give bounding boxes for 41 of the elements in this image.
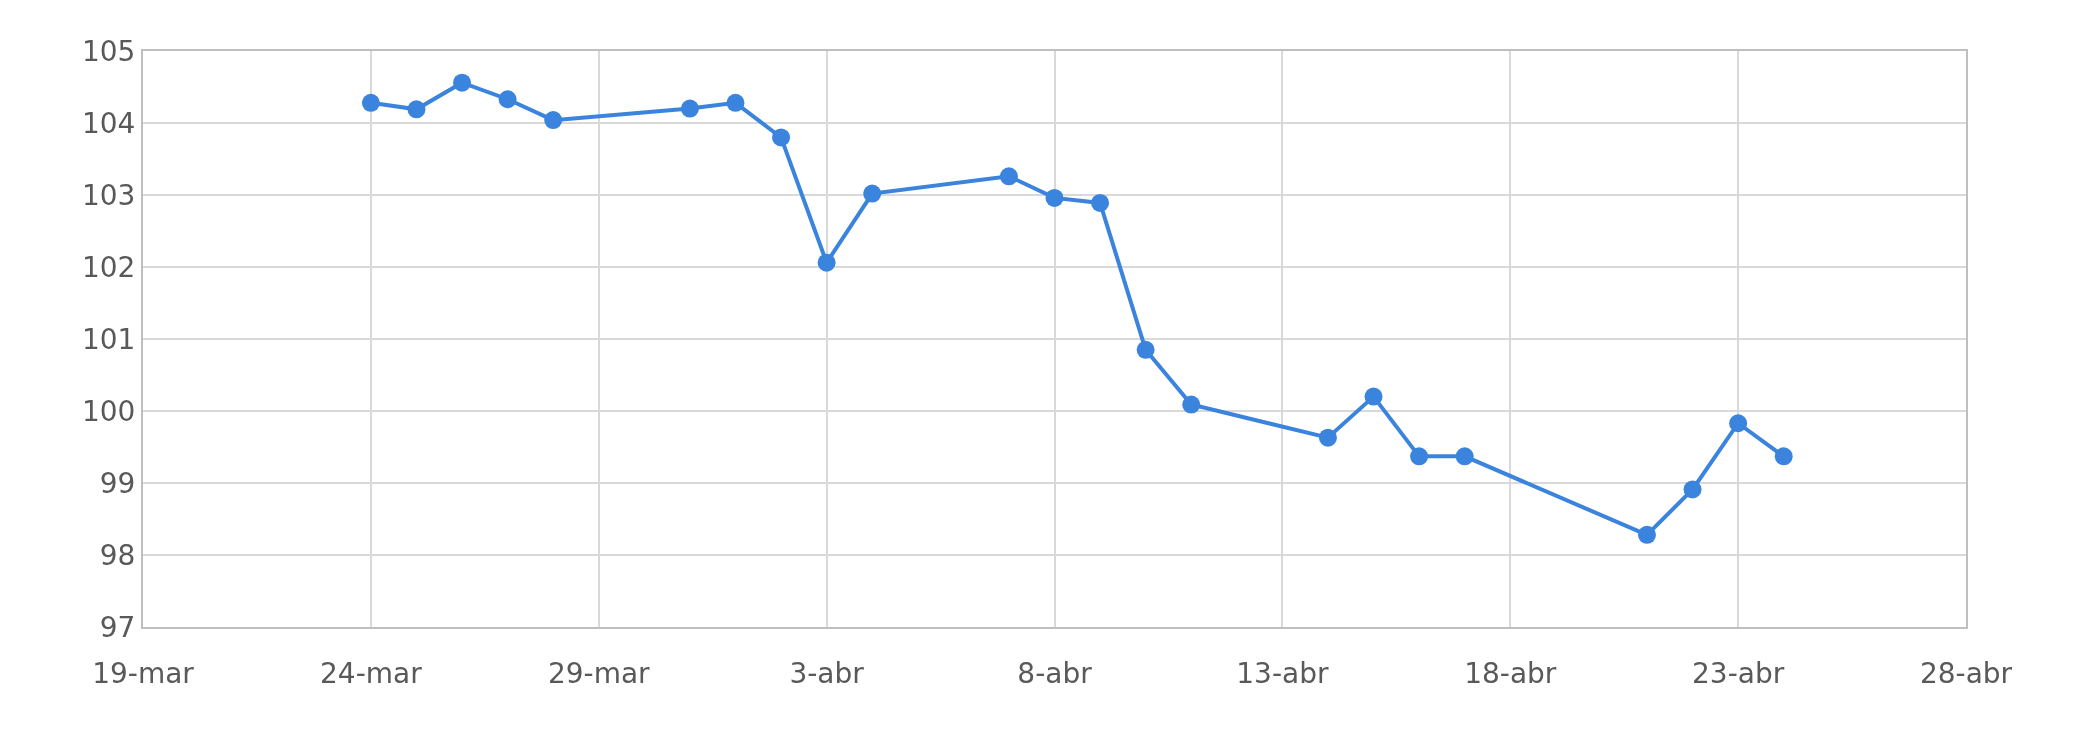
y-tick-label: 102	[81, 250, 136, 284]
point	[1136, 340, 1155, 359]
point	[999, 167, 1018, 186]
y-tick-label: 97	[99, 610, 136, 644]
point	[1729, 414, 1748, 433]
point	[407, 100, 426, 119]
point	[1774, 447, 1793, 466]
x-tick-label: 19-mar	[92, 656, 195, 690]
y-tick-label: 100	[81, 394, 136, 428]
point	[1637, 525, 1656, 544]
point	[1455, 447, 1474, 466]
y-tick-label: 101	[81, 322, 136, 356]
point	[1364, 387, 1383, 406]
x-tick-label: 23-abr	[1692, 656, 1785, 690]
point	[544, 111, 563, 130]
point	[361, 93, 380, 112]
point	[863, 184, 882, 203]
y-tick-label: 98	[99, 538, 136, 572]
point	[1683, 480, 1702, 499]
x-tick-label: 8-abr	[1017, 656, 1093, 690]
x-tick-label: 28-abr	[1919, 656, 2013, 690]
y-tick-label: 103	[81, 178, 136, 212]
y-tick-label: 99	[99, 466, 136, 500]
x-tick-label: 29-mar	[547, 656, 651, 690]
point	[1182, 395, 1201, 414]
point	[498, 90, 517, 109]
y-tick-label: 105	[81, 34, 136, 68]
point	[1091, 193, 1110, 212]
point	[817, 253, 836, 272]
x-tick-label: 18-abr	[1464, 656, 1557, 690]
y-tick-label: 104	[81, 106, 136, 140]
point	[1045, 188, 1064, 207]
x-tick-label: 13-abr	[1236, 656, 1329, 690]
point	[772, 128, 791, 147]
point	[1410, 447, 1429, 466]
point	[1318, 428, 1337, 447]
point	[453, 73, 472, 92]
x-tick-label: 3-abr	[789, 656, 865, 690]
point	[680, 99, 699, 118]
x-tick-label: 24-mar	[320, 656, 423, 690]
point	[726, 93, 745, 112]
